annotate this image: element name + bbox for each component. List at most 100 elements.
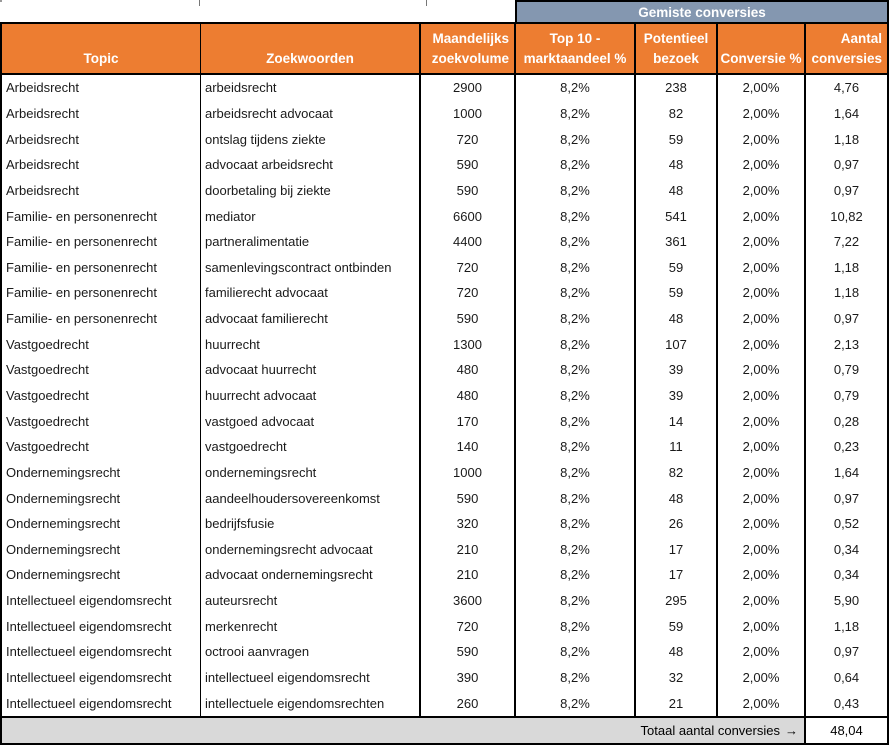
cell-aantal[interactable]: 0,28 — [806, 408, 887, 434]
cell-topic[interactable]: Ondernemingsrecht — [2, 536, 201, 563]
cell-bezoek[interactable]: 82 — [636, 459, 718, 486]
cell-zoekvolume[interactable]: 390 — [421, 664, 516, 691]
cell-zoekwoord[interactable]: advocaat familierecht — [201, 305, 421, 332]
cell-marktaandeel[interactable]: 8,2% — [516, 177, 636, 204]
cell-bezoek[interactable]: 39 — [636, 357, 718, 383]
cell-aantal[interactable]: 0,79 — [806, 382, 887, 409]
cell-marktaandeel[interactable]: 8,2% — [516, 382, 636, 409]
cell-topic[interactable]: Arbeidsrecht — [2, 126, 201, 152]
cell-zoekwoord[interactable]: arbeidsrecht advocaat — [201, 100, 421, 127]
cell-aantal[interactable]: 10,82 — [806, 203, 887, 229]
cell-zoekvolume[interactable]: 590 — [421, 485, 516, 511]
cell-aantal[interactable]: 1,64 — [806, 100, 887, 127]
cell-zoekwoord[interactable]: huurrecht advocaat — [201, 382, 421, 409]
cell-conversie[interactable]: 2,00% — [718, 331, 806, 358]
cell-aantal[interactable]: 1,18 — [806, 613, 887, 640]
cell-zoekwoord[interactable]: vastgoed advocaat — [201, 408, 421, 434]
cell-zoekwoord[interactable]: auteursrecht — [201, 587, 421, 614]
cell-bezoek[interactable]: 48 — [636, 639, 718, 665]
cell-topic[interactable]: Intellectueel eigendomsrecht — [2, 613, 201, 640]
cell-topic[interactable]: Ondernemingsrecht — [2, 510, 201, 537]
cell-bezoek[interactable]: 48 — [636, 177, 718, 204]
cell-zoekwoord[interactable]: intellectueel eigendomsrecht — [201, 664, 421, 691]
merged-header-gemiste-conversies[interactable]: Gemiste conversies — [515, 0, 889, 22]
cell-zoekvolume[interactable]: 260 — [421, 690, 516, 716]
cell-zoekvolume[interactable]: 480 — [421, 357, 516, 383]
cell-zoekvolume[interactable]: 590 — [421, 305, 516, 332]
cell-zoekvolume[interactable]: 720 — [421, 126, 516, 152]
cell-bezoek[interactable]: 59 — [636, 254, 718, 281]
cell-zoekvolume[interactable]: 590 — [421, 639, 516, 665]
cell-zoekwoord[interactable]: advocaat huurrecht — [201, 357, 421, 383]
cell-aantal[interactable]: 0,34 — [806, 562, 887, 588]
cell-marktaandeel[interactable]: 8,2% — [516, 126, 636, 152]
cell-marktaandeel[interactable]: 8,2% — [516, 203, 636, 229]
cell-conversie[interactable]: 2,00% — [718, 408, 806, 434]
cell-topic[interactable]: Vastgoedrecht — [2, 357, 201, 383]
cell-conversie[interactable]: 2,00% — [718, 639, 806, 665]
cell-bezoek[interactable]: 541 — [636, 203, 718, 229]
cell-conversie[interactable]: 2,00% — [718, 151, 806, 178]
cell-conversie[interactable]: 2,00% — [718, 75, 806, 101]
total-value-cell[interactable]: 48,04 — [806, 718, 887, 743]
cell-aantal[interactable]: 1,18 — [806, 254, 887, 281]
cell-zoekvolume[interactable]: 140 — [421, 433, 516, 460]
cell-marktaandeel[interactable]: 8,2% — [516, 331, 636, 358]
cell-conversie[interactable]: 2,00% — [718, 177, 806, 204]
cell-conversie[interactable]: 2,00% — [718, 126, 806, 152]
cell-conversie[interactable]: 2,00% — [718, 203, 806, 229]
cell-zoekvolume[interactable]: 590 — [421, 177, 516, 204]
cell-aantal[interactable]: 1,18 — [806, 126, 887, 152]
cell-topic[interactable]: Arbeidsrecht — [2, 100, 201, 127]
cell-aantal[interactable]: 1,18 — [806, 280, 887, 306]
cell-topic[interactable]: Vastgoedrecht — [2, 408, 201, 434]
cell-conversie[interactable]: 2,00% — [718, 690, 806, 716]
cell-conversie[interactable]: 2,00% — [718, 382, 806, 409]
cell-bezoek[interactable]: 26 — [636, 510, 718, 537]
cell-bezoek[interactable]: 82 — [636, 100, 718, 127]
cell-aantal[interactable]: 0,52 — [806, 510, 887, 537]
cell-topic[interactable]: Familie- en personenrecht — [2, 203, 201, 229]
cell-zoekwoord[interactable]: ondernemingsrecht advocaat — [201, 536, 421, 563]
cell-bezoek[interactable]: 48 — [636, 151, 718, 178]
cell-bezoek[interactable]: 48 — [636, 485, 718, 511]
cell-conversie[interactable]: 2,00% — [718, 562, 806, 588]
cell-zoekwoord[interactable]: octrooi aanvragen — [201, 639, 421, 665]
cell-bezoek[interactable]: 14 — [636, 408, 718, 434]
cell-zoekwoord[interactable]: doorbetaling bij ziekte — [201, 177, 421, 204]
cell-conversie[interactable]: 2,00% — [718, 664, 806, 691]
cell-bezoek[interactable]: 361 — [636, 228, 718, 255]
cell-topic[interactable]: Arbeidsrecht — [2, 177, 201, 204]
cell-zoekvolume[interactable]: 720 — [421, 280, 516, 306]
cell-topic[interactable]: Ondernemingsrecht — [2, 459, 201, 486]
cell-aantal[interactable]: 7,22 — [806, 228, 887, 255]
cell-marktaandeel[interactable]: 8,2% — [516, 305, 636, 332]
cell-marktaandeel[interactable]: 8,2% — [516, 75, 636, 101]
cell-bezoek[interactable]: 17 — [636, 536, 718, 563]
cell-conversie[interactable]: 2,00% — [718, 357, 806, 383]
cell-topic[interactable]: Ondernemingsrecht — [2, 485, 201, 511]
cell-marktaandeel[interactable]: 8,2% — [516, 254, 636, 281]
cell-marktaandeel[interactable]: 8,2% — [516, 408, 636, 434]
cell-bezoek[interactable]: 59 — [636, 613, 718, 640]
cell-topic[interactable]: Intellectueel eigendomsrecht — [2, 587, 201, 614]
cell-aantal[interactable]: 4,76 — [806, 75, 887, 101]
cell-zoekvolume[interactable]: 1000 — [421, 459, 516, 486]
cell-topic[interactable]: Arbeidsrecht — [2, 151, 201, 178]
cell-marktaandeel[interactable]: 8,2% — [516, 485, 636, 511]
cell-zoekvolume[interactable]: 320 — [421, 510, 516, 537]
total-label-cell[interactable]: Totaal aantal conversies → — [2, 718, 806, 743]
cell-conversie[interactable]: 2,00% — [718, 485, 806, 511]
cell-bezoek[interactable]: 39 — [636, 382, 718, 409]
cell-aantal[interactable]: 0,97 — [806, 639, 887, 665]
cell-zoekvolume[interactable]: 1000 — [421, 100, 516, 127]
cell-marktaandeel[interactable]: 8,2% — [516, 587, 636, 614]
cell-marktaandeel[interactable]: 8,2% — [516, 510, 636, 537]
cell-zoekvolume[interactable]: 4400 — [421, 228, 516, 255]
column-header-topic[interactable]: Topic — [2, 24, 201, 73]
column-header-marktaandeel[interactable]: Top 10 - marktaandeel % — [516, 24, 636, 73]
cell-aantal[interactable]: 1,64 — [806, 459, 887, 486]
cell-zoekvolume[interactable]: 720 — [421, 613, 516, 640]
cell-zoekwoord[interactable]: huurrecht — [201, 331, 421, 358]
cell-zoekwoord[interactable]: advocaat arbeidsrecht — [201, 151, 421, 178]
